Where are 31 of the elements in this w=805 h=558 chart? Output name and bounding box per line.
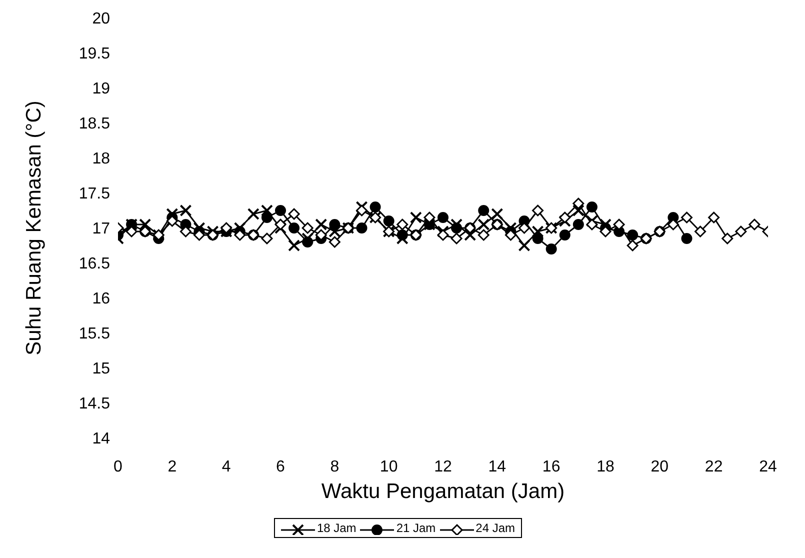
y-tick-label: 20 (92, 10, 110, 28)
y-tick-label: 14 (92, 430, 110, 448)
y-tick-label: 18.5 (78, 116, 110, 133)
y-tick-label: 15.5 (78, 326, 110, 343)
x-axis-title: Waktu Pengamatan (Jam) (321, 480, 565, 503)
legend-label: 21 Jam (396, 521, 436, 535)
y-tick-label: 18 (92, 150, 110, 168)
x-tick-label: 14 (488, 458, 506, 476)
x-tick-label: 20 (650, 458, 669, 476)
x-tick-label: 16 (542, 458, 560, 476)
x-tick-label: 24 (759, 458, 777, 476)
y-tick-label: 17 (92, 220, 110, 238)
y-tick-label: 19.5 (78, 46, 110, 63)
x-tick-label: 8 (330, 458, 340, 476)
legend-label: 18 Jam (316, 521, 356, 535)
x-tick-label: 4 (222, 458, 231, 476)
y-tick-label: 17.5 (78, 186, 110, 203)
y-tick-label: 16.5 (78, 256, 110, 273)
y-tick-label: 19 (92, 80, 110, 98)
x-tick-label: 10 (380, 458, 398, 476)
x-tick-label: 6 (276, 458, 286, 476)
y-tick-label: 15 (92, 360, 110, 378)
y-axis-title: Suhu Ruang Kemasan (°C) (22, 100, 46, 356)
x-tick-label: 18 (596, 458, 614, 476)
y-tick-label: 14.5 (78, 396, 110, 413)
legend-label: 24 Jam (476, 521, 516, 535)
x-tick-label: 2 (168, 458, 177, 476)
x-tick-label: 12 (434, 458, 452, 476)
y-tick-label: 16 (92, 290, 110, 308)
x-tick-label: 22 (704, 458, 723, 476)
x-tick-label: 0 (114, 458, 123, 476)
